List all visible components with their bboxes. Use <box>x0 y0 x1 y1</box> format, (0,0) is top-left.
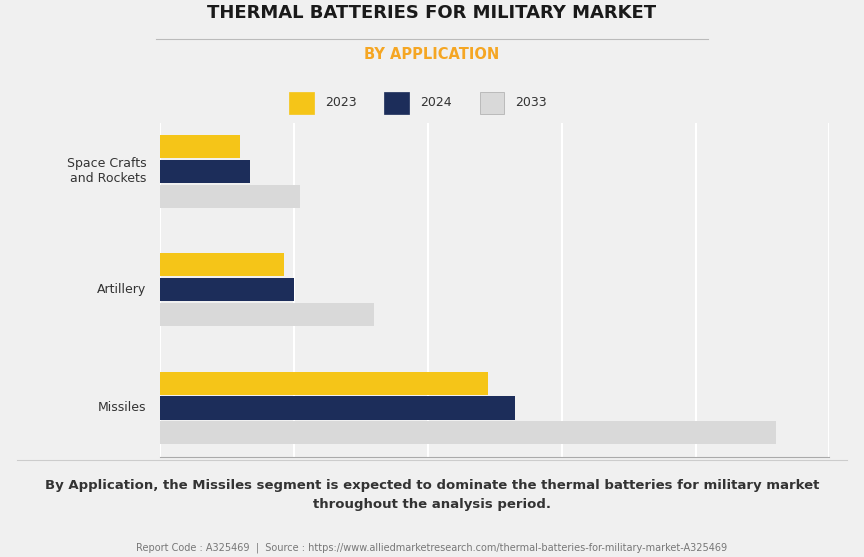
Text: 2023: 2023 <box>325 96 357 109</box>
FancyBboxPatch shape <box>384 92 409 114</box>
Bar <box>160 372 488 395</box>
Bar <box>160 303 374 326</box>
FancyBboxPatch shape <box>480 92 504 114</box>
Bar <box>160 397 515 419</box>
Bar <box>160 135 240 158</box>
Text: THERMAL BATTERIES FOR MILITARY MARKET: THERMAL BATTERIES FOR MILITARY MARKET <box>207 4 657 22</box>
Bar <box>160 253 283 276</box>
Text: Report Code : A325469  |  Source : https://www.alliedmarketresearch.com/thermal-: Report Code : A325469 | Source : https:/… <box>137 543 727 554</box>
Bar <box>160 160 251 183</box>
Text: BY APPLICATION: BY APPLICATION <box>365 47 499 62</box>
Bar <box>160 278 294 301</box>
Bar <box>160 184 301 208</box>
FancyBboxPatch shape <box>289 92 314 114</box>
Bar <box>160 421 776 444</box>
Text: 2033: 2033 <box>515 96 547 109</box>
Text: By Application, the Missiles segment is expected to dominate the thermal batteri: By Application, the Missiles segment is … <box>45 479 819 511</box>
Text: 2024: 2024 <box>420 96 452 109</box>
